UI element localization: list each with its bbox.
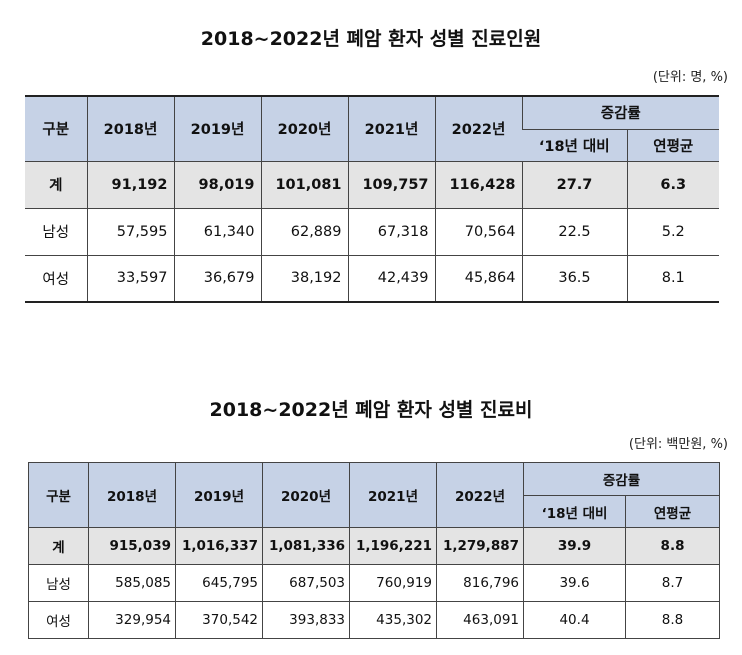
header-category: 구분: [28, 462, 89, 528]
table-cell: 91,192: [86, 160, 174, 208]
table-cell: 22.5: [521, 207, 627, 255]
table-cell: 45,864: [434, 254, 522, 302]
table-cell: 67,318: [347, 207, 435, 255]
table-cell: 687,503: [262, 564, 350, 602]
header-vs-2018: ‘18년 대비: [522, 128, 627, 161]
header-year: 2019년: [175, 462, 263, 528]
header-year: 2020년: [262, 462, 350, 528]
table-cell: 8.8: [624, 601, 721, 639]
table-row-female: 여성 329,954 370,542 393,833 435,302 463,0…: [28, 601, 721, 639]
row-label: 여성: [28, 601, 89, 639]
header-year: 2022년: [436, 462, 524, 528]
table-row-male: 남성 57,595 61,340 62,889 67,318 70,564 22…: [25, 207, 719, 255]
table-row-female: 여성 33,597 36,679 38,192 42,439 45,864 36…: [25, 254, 719, 302]
header-change-rate: 증감률: [521, 95, 719, 129]
table-cell: 1,081,336: [262, 527, 350, 565]
table-cell: 329,954: [88, 601, 176, 639]
table-cell: 42,439: [347, 254, 435, 302]
table1-title: 2018~2022년 폐암 환자 성별 진료인원: [200, 28, 542, 50]
row-label: 여성: [25, 254, 87, 302]
table-cell: 435,302: [349, 601, 437, 639]
costs-table: 구분 2018년 2019년 2020년 2021년 2022년 증감률 ‘18…: [28, 462, 721, 639]
table-cell: 8.8: [624, 527, 721, 565]
table-row-total: 계 915,039 1,016,337 1,081,336 1,196,221 …: [28, 527, 721, 565]
row-label: 남성: [28, 564, 89, 602]
table-cell: 8.7: [624, 564, 721, 602]
table-row-male: 남성 585,085 645,795 687,503 760,919 816,7…: [28, 564, 721, 602]
row-label: 계: [28, 527, 89, 565]
header-change-rate: 증감률: [522, 462, 721, 496]
table2-unit: (단위: 백만원, %): [628, 437, 728, 452]
header-year: 2021년: [349, 462, 437, 528]
table-cell: 463,091: [436, 601, 524, 639]
header-category: 구분: [25, 95, 87, 161]
table-cell: 39.6: [523, 564, 626, 602]
table-cell: 8.1: [626, 254, 719, 302]
table-cell: 36.5: [521, 254, 627, 302]
table-cell: 6.3: [626, 160, 719, 208]
table-cell: 36,679: [173, 254, 261, 302]
header-annual-average: 연평균: [624, 495, 721, 528]
table-cell: 98,019: [173, 160, 261, 208]
table-cell: 40.4: [523, 601, 626, 639]
table-cell: 1,279,887: [436, 527, 524, 565]
row-label: 계: [25, 160, 87, 208]
table1-unit: (단위: 명, %): [652, 70, 728, 85]
table-cell: 645,795: [175, 564, 263, 602]
table-cell: 39.9: [523, 527, 626, 565]
row-label: 남성: [25, 207, 87, 255]
table-cell: 393,833: [262, 601, 350, 639]
table2-title: 2018~2022년 폐암 환자 성별 진료비: [209, 399, 533, 421]
patients-table: 구분 2018년 2019년 2020년 2021년 2022년 증감률 ‘18…: [25, 95, 719, 303]
table-cell: 109,757: [347, 160, 435, 208]
table-cell: 38,192: [260, 254, 348, 302]
table-cell: 33,597: [86, 254, 174, 302]
table-cell: 760,919: [349, 564, 437, 602]
table-cell: 116,428: [434, 160, 522, 208]
table-cell: 1,016,337: [175, 527, 263, 565]
table-cell: 70,564: [434, 207, 522, 255]
header-year: 2021년: [347, 95, 435, 161]
header-vs-2018: ‘18년 대비: [523, 495, 626, 528]
table-cell: 1,196,221: [349, 527, 437, 565]
table-cell: 62,889: [260, 207, 348, 255]
header-year: 2018년: [88, 462, 176, 528]
table-cell: 915,039: [88, 527, 176, 565]
header-year: 2019년: [173, 95, 261, 161]
header-year: 2018년: [86, 95, 174, 161]
table-row-total: 계 91,192 98,019 101,081 109,757 116,428 …: [25, 160, 719, 208]
table-cell: 61,340: [173, 207, 261, 255]
table-cell: 585,085: [88, 564, 176, 602]
table-cell: 816,796: [436, 564, 524, 602]
table-cell: 370,542: [175, 601, 263, 639]
table-cell: 27.7: [521, 160, 627, 208]
header-annual-average: 연평균: [626, 128, 719, 161]
header-year: 2020년: [260, 95, 348, 161]
table-cell: 5.2: [626, 207, 719, 255]
table-cell: 57,595: [86, 207, 174, 255]
table-cell: 101,081: [260, 160, 348, 208]
header-year: 2022년: [434, 95, 522, 161]
